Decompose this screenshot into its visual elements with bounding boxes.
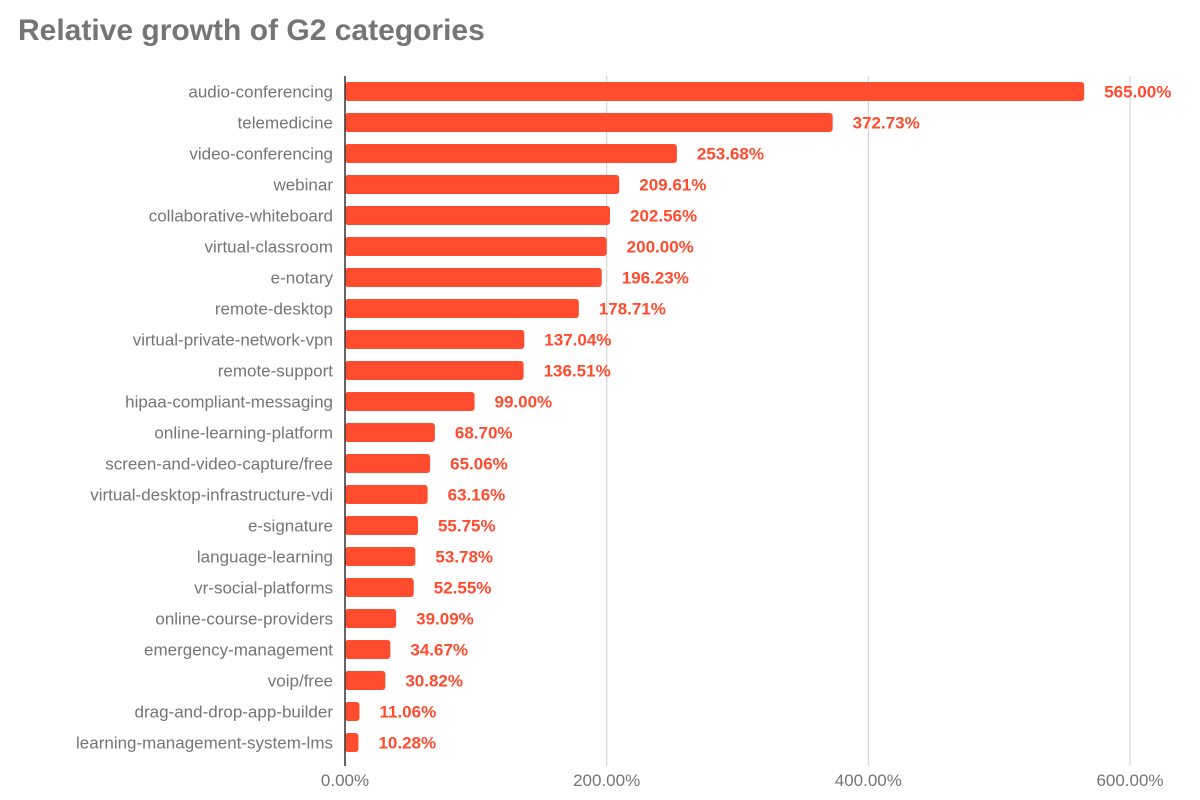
category-label: remote-support: [218, 362, 334, 381]
x-tick-label: 200.00%: [573, 771, 640, 790]
x-tick-label: 0.00%: [321, 771, 369, 790]
bar: [345, 671, 386, 690]
data-label: 565.00%: [1104, 83, 1171, 102]
bar: [345, 330, 525, 349]
category-label: telemedicine: [238, 114, 333, 133]
bar: [345, 702, 360, 721]
category-label: drag-and-drop-app-builder: [135, 703, 334, 722]
category-label: virtual-classroom: [205, 238, 333, 257]
bar: [345, 423, 435, 442]
data-label: 178.71%: [599, 300, 666, 319]
value-labels: 565.00% 372.73% 253.68% 209.61% 202.56% 200.0…: [378, 83, 1171, 753]
category-label: webinar: [272, 176, 333, 195]
category-label: emergency-management: [144, 641, 333, 660]
data-label: 30.82%: [405, 672, 463, 691]
data-label: 52.55%: [434, 579, 492, 598]
category-label: language-learning: [197, 548, 333, 567]
bar: [345, 82, 1085, 101]
bar: [345, 113, 833, 132]
category-label: remote-desktop: [215, 300, 333, 319]
data-label: 202.56%: [630, 207, 697, 226]
bar: [345, 144, 677, 163]
data-label: 11.06%: [379, 703, 436, 722]
bar: [345, 392, 475, 411]
category-label: voip/free: [268, 672, 333, 691]
category-label: vr-social-platforms: [194, 579, 333, 598]
bar: [345, 268, 602, 287]
data-label: 136.51%: [544, 362, 611, 381]
category-label: virtual-desktop-infrastructure-vdi: [90, 486, 333, 505]
data-label: 137.04%: [544, 331, 611, 350]
data-label: 34.67%: [410, 641, 468, 660]
category-labels: audio-conferencing telemedicine video-conf…: [76, 83, 333, 753]
bar: [345, 361, 524, 380]
category-label: learning-management-system-lms: [76, 734, 333, 753]
category-label: online-course-providers: [155, 610, 333, 629]
bar: [345, 733, 359, 752]
category-label: virtual-private-network-vpn: [133, 331, 333, 350]
x-tick-label: 400.00%: [835, 771, 902, 790]
category-label: audio-conferencing: [188, 83, 333, 102]
data-label: 196.23%: [622, 269, 689, 288]
bar: [345, 485, 428, 504]
data-label: 65.06%: [450, 455, 508, 474]
bars: [345, 82, 1085, 752]
bar: [345, 237, 607, 256]
data-label: 372.73%: [853, 114, 920, 133]
category-label: screen-and-video-capture/free: [105, 455, 333, 474]
data-label: 68.70%: [455, 424, 513, 443]
x-axis-tick-labels: 0.00% 200.00% 400.00% 600.00%: [321, 771, 1164, 790]
category-label: hipaa-compliant-messaging: [125, 393, 333, 412]
bar: [345, 454, 431, 473]
data-label: 39.09%: [416, 610, 474, 629]
category-label: collaborative-whiteboard: [149, 207, 333, 226]
bar: [345, 516, 418, 535]
x-tick-label: 600.00%: [1096, 771, 1163, 790]
data-label: 209.61%: [639, 176, 706, 195]
data-label: 10.28%: [378, 734, 436, 753]
bar: [345, 578, 414, 597]
bar: [345, 640, 391, 659]
bar: [345, 609, 397, 628]
bar: [345, 206, 611, 225]
data-label: 253.68%: [697, 145, 764, 164]
data-label: 200.00%: [627, 238, 694, 257]
data-label: 63.16%: [448, 486, 506, 505]
category-label: video-conferencing: [189, 145, 333, 164]
category-label: e-notary: [271, 269, 334, 288]
bar: [345, 175, 620, 194]
bar: [345, 299, 579, 318]
category-label: e-signature: [248, 517, 333, 536]
bar: [345, 547, 416, 566]
data-label: 53.78%: [435, 548, 493, 567]
chart-title: Relative growth of G2 categories: [18, 14, 485, 47]
category-label: online-learning-platform: [154, 424, 333, 443]
data-label: 55.75%: [438, 517, 496, 536]
data-label: 99.00%: [495, 393, 553, 412]
